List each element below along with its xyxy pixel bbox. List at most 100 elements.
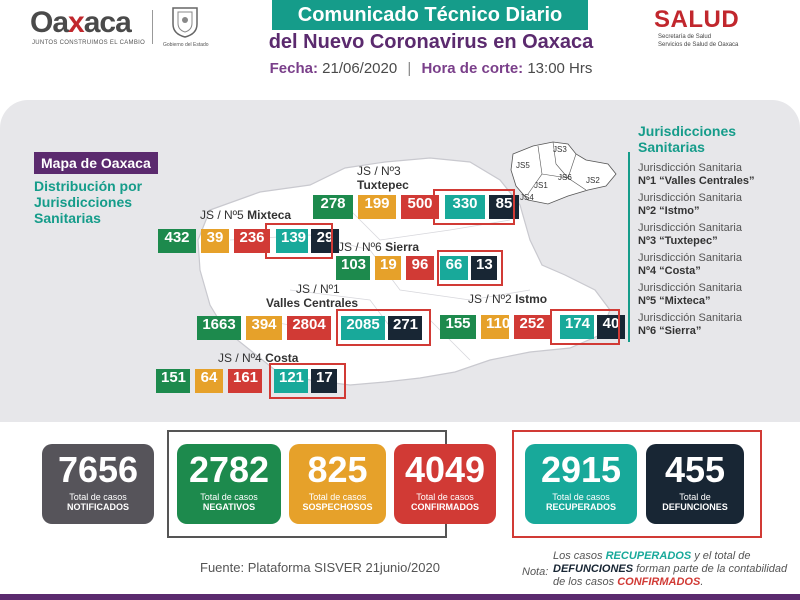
highlight-box [265, 223, 333, 259]
region-name: Tuxtepec [357, 178, 409, 192]
salud-logo: SALUD [654, 6, 740, 33]
confirmados-value: 252 [514, 315, 550, 339]
hora-label: Hora de corte: [421, 60, 524, 77]
defunciones-value: 40 [597, 315, 625, 339]
jurisdiction-item-line2: Nº4 “Costa” [638, 265, 701, 277]
total-notificados-card: 7656 Total de casos NOTIFICADOS [42, 444, 154, 524]
total-sospechosos-card: 825 Total de casos SOSPECHOSOS [289, 444, 386, 524]
map-subtitle: Distribución por Jurisdicciones Sanitari… [34, 178, 143, 226]
negativos-value: 432 [158, 229, 196, 253]
region-code: JS / Nº5 [200, 208, 244, 222]
jurisdiction-item-line2: Nº3 “Tuxtepec” [638, 235, 718, 247]
source-text: Fuente: Plataforma SISVER 21junio/2020 [200, 560, 440, 575]
region-label-istmo: JS / Nº2 Istmo [468, 292, 547, 306]
logo-text-b: aca [83, 6, 132, 39]
salud-subtitle: Secretaría de Salud Servicios de Salud d… [658, 33, 778, 49]
total-kind: NEGATIVOS [202, 502, 256, 512]
jurisdictions-title-b: Sanitarias [638, 139, 705, 155]
note-text: Los casos RECUPERADOS y el total de DEFU… [553, 550, 793, 589]
confirmados-value: 161 [228, 369, 262, 393]
defunciones-value: 271 [388, 316, 422, 340]
total-value: 2915 [540, 449, 622, 490]
inset-label: JS1 [534, 181, 548, 190]
jurisdiction-item-line1: Jurisdicción Sanitaria [638, 312, 742, 324]
salud-sub-1: Secretaría de Salud [658, 34, 712, 40]
total-negativos-card: 2782 Total de casos NEGATIVOS [177, 444, 281, 524]
jurisdiction-item-line2: Nº5 “Mixteca” [638, 295, 711, 307]
note-part: y el total de [691, 550, 751, 562]
jurisdiction-item-line1: Jurisdicción Sanitaria [638, 282, 742, 294]
title-line-2: del Nuevo Coronavirus en Oaxaca [268, 31, 594, 53]
recuperados-value: 2085 [341, 316, 385, 340]
region-name: Valles Centrales [266, 296, 359, 310]
jurisdiction-item: Jurisdicción Sanitaria Nº1 “Valles Centra… [638, 162, 755, 188]
jurisdictions-title: Jurisdicciones Sanitarias [638, 123, 736, 155]
negativos-value: 151 [156, 369, 190, 393]
group-box-outcomes [512, 430, 762, 538]
jurisdictions-title-a: Jurisdicciones [638, 123, 737, 139]
fecha-value: 21/06/2020 [322, 60, 398, 77]
total-value: 4049 [404, 449, 486, 490]
region-name: Costa [265, 351, 299, 365]
region-code: JS / Nº4 [218, 351, 262, 365]
region-row-istmo: 155 110 252 174 40 [440, 315, 625, 339]
highlight-box [269, 363, 346, 399]
logo-divider [152, 10, 153, 44]
jurisdiction-item-line1: Jurisdicción Sanitaria [638, 192, 742, 204]
logo-text-x: x [68, 6, 85, 39]
total-label: Total de casos [552, 492, 610, 502]
region-row-valles-centrales: 1663 394 2804 2085 271 [197, 316, 422, 340]
sospechosos-value: 199 [358, 195, 396, 219]
jurisdiction-item: Jurisdicción Sanitaria Nº5 “Mixteca” [638, 282, 742, 308]
defunciones-value: 29 [311, 229, 339, 253]
region-label-tuxtepec: JS / Nº3 Tuxtepec [357, 164, 409, 192]
negativos-value: 1663 [197, 316, 241, 340]
region-name: Sierra [385, 240, 420, 254]
region-row-sierra: 103 19 96 66 13 [336, 256, 497, 280]
jurisdiction-item-line2: Nº6 “Sierra” [638, 325, 702, 337]
total-label: Total de casos [200, 492, 258, 502]
defunciones-value: 17 [311, 369, 337, 393]
recuperados-value: 121 [274, 369, 308, 393]
oaxaca-logo: Oaxaca [30, 6, 132, 40]
sospechosos-value: 110 [481, 315, 510, 339]
jurisdiction-item-line2: Nº2 “Istmo” [638, 205, 700, 217]
total-confirmados-card: 4049 Total de casos CONFIRMADOS [394, 444, 496, 524]
sospechosos-value: 19 [375, 256, 401, 280]
total-label: Total de [679, 492, 711, 502]
region-label-valles-centrales: JS / Nº1 Valles Centrales [266, 282, 358, 310]
highlight-box [336, 309, 431, 346]
jurisdiction-item-line1: Jurisdicción Sanitaria [638, 222, 742, 234]
recuperados-value: 330 [445, 195, 485, 219]
confirmados-value: 500 [401, 195, 439, 219]
region-label-costa: JS / Nº4 Costa [218, 351, 298, 365]
total-kind: NOTIFICADOS [67, 502, 129, 512]
note-confirmados: CONFIRMADOS [617, 576, 701, 588]
salud-sub-2: Servicios de Salud de Oaxaca [658, 42, 739, 48]
jurisdiction-item: Jurisdicción Sanitaria Nº2 “Istmo” [638, 192, 742, 218]
region-row-tuxtepec: 278 199 500 330 85 [313, 195, 519, 219]
bottom-bar [0, 594, 800, 600]
sospechosos-value: 394 [246, 316, 282, 340]
negativos-value: 103 [336, 256, 370, 280]
seal-caption: Gobierno del Estado [163, 42, 209, 48]
note-part: . [700, 576, 704, 588]
separator: | [407, 60, 412, 77]
map-label: Mapa de Oaxaca [34, 152, 158, 174]
jurisdiction-item-line1: Jurisdicción Sanitaria [638, 162, 742, 174]
inset-label: JS3 [553, 145, 567, 154]
negativos-value: 155 [440, 315, 476, 339]
total-value: 2782 [188, 449, 270, 490]
total-kind: DEFUNCIONES [662, 502, 728, 512]
total-kind: RECUPERADOS [545, 502, 616, 512]
total-value: 455 [664, 449, 726, 490]
note-label: Nota: [522, 566, 549, 578]
total-recuperados-card: 2915 Total de casos RECUPERADOS [525, 444, 637, 524]
total-defunciones-card: 455 Total de DEFUNCIONES [646, 444, 744, 524]
hora-value: 13:00 Hrs [527, 60, 593, 77]
highlight-box [550, 309, 620, 345]
recuperados-value: 66 [440, 256, 468, 280]
total-value: 7656 [57, 449, 139, 490]
fecha-label: Fecha: [269, 60, 318, 77]
note-part: forman parte de la contabilidad de los c… [553, 563, 788, 588]
